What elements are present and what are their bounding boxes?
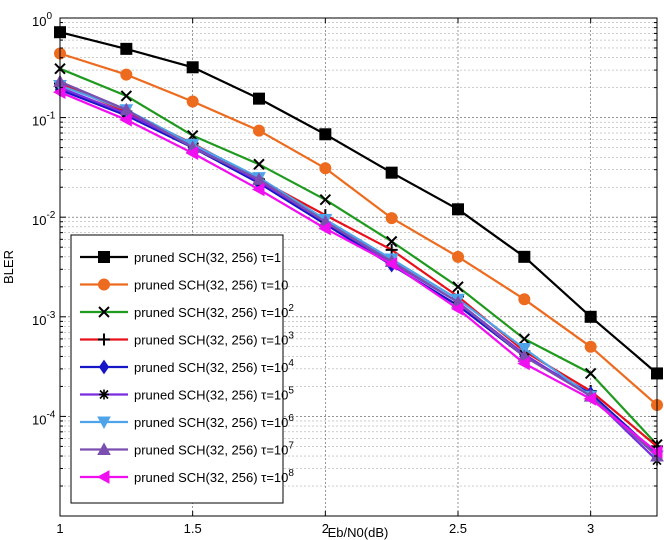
legend-label: pruned SCH(32, 256) τ=102: [134, 303, 294, 320]
x-axis-title: Eb/N0(dB): [328, 525, 389, 540]
plot-frame: [59, 17, 658, 517]
legend-entry: pruned SCH(32, 256) τ=107: [80, 441, 294, 458]
data-point-marker: [97, 442, 111, 455]
legend: pruned SCH(32, 256) τ=1 pruned SCH(32, 25…: [70, 234, 294, 504]
series-line: [59, 52, 658, 406]
data-point-marker: [251, 182, 265, 197]
data-point-marker: [518, 333, 531, 345]
legend-label: pruned SCH(32, 256) τ=108: [134, 468, 294, 485]
series-line: [59, 80, 658, 457]
data-point-marker: [318, 221, 331, 236]
legend-entry: pruned SCH(32, 256) τ=1: [80, 250, 281, 265]
y-axis-title: BLER: [1, 250, 16, 284]
series-layer: [52, 26, 664, 466]
data-point-marker: [120, 90, 133, 102]
y-tick-label: 10-3: [32, 310, 56, 328]
data-point-marker: [385, 212, 398, 225]
legend-label: pruned SCH(32, 256) τ=103: [134, 331, 294, 348]
legend-entry: pruned SCH(32, 256) τ=10: [80, 278, 288, 293]
data-point-marker: [96, 470, 110, 484]
data-point-marker: [452, 203, 464, 216]
data-point-marker: [119, 102, 134, 116]
legend-label: pruned SCH(32, 256) τ=104: [134, 358, 294, 375]
data-point-marker: [319, 128, 332, 141]
data-point-marker: [98, 251, 110, 263]
data-point-marker: [583, 392, 597, 406]
data-point-marker: [120, 42, 133, 55]
grid-lines: [60, 18, 657, 516]
x-tick-label: 2: [322, 521, 329, 536]
y-tick-label: 10-2: [32, 210, 56, 228]
data-point-marker: [186, 95, 199, 108]
data-point-marker: [98, 359, 110, 375]
x-tick-label: 1: [56, 521, 63, 536]
data-point-marker: [186, 61, 199, 74]
data-point-marker: [518, 250, 531, 263]
legend-entry: pruned SCH(32, 256) τ=108: [80, 468, 294, 485]
y-tick-label: 10-4: [32, 409, 56, 427]
x-tick-label: 2.5: [449, 521, 467, 536]
legend-label: pruned SCH(32, 256) τ=107: [134, 441, 294, 458]
data-point-marker: [253, 124, 265, 137]
data-point-marker: [385, 166, 398, 179]
legend-label: pruned SCH(32, 256) τ=106: [134, 413, 294, 430]
legend-entry: pruned SCH(32, 256) τ=106: [80, 413, 294, 430]
data-point-marker: [384, 257, 398, 271]
legend-entry: pruned SCH(32, 256) τ=102: [80, 303, 294, 320]
data-point-marker: [452, 281, 464, 293]
data-point-marker: [517, 343, 532, 356]
data-point-marker: [452, 250, 464, 263]
y-tick-label: 10-1: [32, 111, 56, 129]
y-tick-label: 100: [32, 11, 52, 29]
series-line: [59, 91, 658, 453]
data-point-marker: [319, 162, 332, 175]
legend-label: pruned SCH(32, 256) τ=10: [134, 278, 288, 293]
data-point-marker: [252, 172, 266, 185]
series-line: [59, 67, 658, 446]
data-point-marker: [319, 193, 332, 206]
data-point-marker: [584, 367, 597, 380]
legend-entry: pruned SCH(32, 256) τ=104: [80, 358, 294, 375]
x-tick-label: 3: [587, 521, 594, 536]
data-point-marker: [185, 146, 199, 160]
data-point-marker: [99, 389, 109, 400]
legend-label: pruned SCH(32, 256) τ=1: [134, 250, 281, 265]
data-point-marker: [584, 340, 597, 353]
data-point-marker: [98, 306, 110, 318]
x-tick-label: 1.5: [184, 521, 202, 536]
data-point-marker: [119, 112, 132, 127]
data-point-marker: [385, 235, 398, 248]
data-point-marker: [253, 158, 265, 170]
data-point-marker: [518, 293, 531, 306]
data-point-marker: [120, 68, 133, 81]
data-point-marker: [584, 310, 597, 323]
data-point-marker: [253, 92, 265, 105]
data-point-marker: [450, 302, 464, 316]
series-line: [59, 31, 658, 375]
data-point-marker: [97, 416, 111, 430]
series-9: [52, 85, 663, 459]
data-point-marker: [98, 278, 110, 291]
data-point-marker: [98, 333, 110, 346]
legend-entry: pruned SCH(32, 256) τ=105: [80, 386, 294, 403]
data-point-marker: [517, 356, 530, 371]
legend-entry: pruned SCH(32, 256) τ=103: [80, 331, 294, 348]
series-line: [59, 84, 658, 457]
legend-label: pruned SCH(32, 256) τ=105: [134, 386, 294, 403]
axis-ticks: 1 1.5 2 2.5 3 100 10-1 10-2 10-3 10-4: [32, 11, 657, 536]
